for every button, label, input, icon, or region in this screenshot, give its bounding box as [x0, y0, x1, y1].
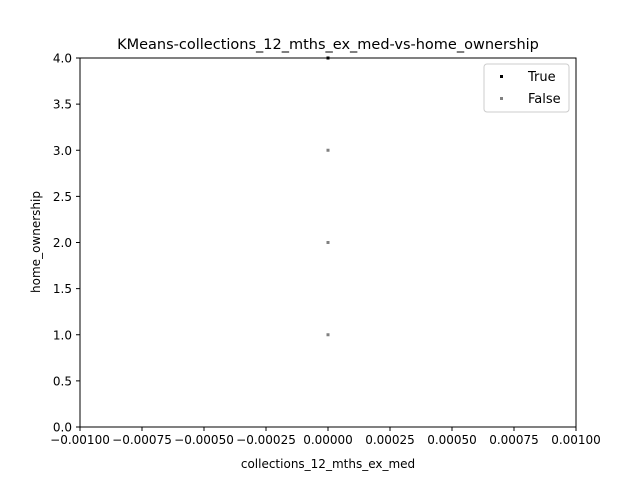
y-tick-label-2: 1.0	[53, 328, 72, 342]
x-tick-label-6: 0.00050	[427, 433, 477, 447]
x-tick-label-3: −0.00025	[236, 433, 296, 447]
y-tick-label-8: 4.0	[53, 52, 72, 66]
x-tick-label-8: 0.00100	[551, 433, 601, 447]
legend-label-false: False	[528, 92, 561, 107]
y-axis-label: home_ownership	[29, 191, 43, 293]
legend-box	[483, 63, 570, 113]
x-tick-label-5: 0.00025	[365, 433, 415, 447]
data-point-false-1	[326, 241, 330, 244]
legend-marker-true	[500, 75, 503, 78]
x-tick-label-0: −0.00100	[50, 433, 110, 447]
y-tick-label-5: 2.5	[53, 190, 72, 204]
x-tick-label-2: −0.00050	[174, 433, 234, 447]
x-tick-label-7: 0.00075	[489, 433, 539, 447]
x-tick-label-4: 0.00000	[303, 433, 353, 447]
data-point-false-0	[326, 333, 330, 337]
x-tick-label-1: −0.00075	[112, 433, 172, 447]
data-point-false-2	[326, 148, 330, 152]
legend: True False	[483, 63, 570, 113]
y-tick-label-0: 0.0	[53, 421, 72, 435]
y-tick-label-7: 3.5	[53, 98, 72, 112]
chart-title: KMeans-collections_12_mths_ex_med-vs-hom…	[117, 37, 539, 53]
axes: −0.00100 −0.00075 −0.00050 −0.00025 0.00000 0…	[50, 52, 601, 448]
y-tick-label-3: 1.5	[53, 282, 72, 296]
legend-marker-false	[500, 97, 503, 100]
y-tick-label-4: 2.0	[53, 236, 72, 250]
y-tick-label-6: 3.0	[53, 144, 72, 158]
legend-label-true: True	[527, 70, 556, 85]
y-tick-label-1: 0.5	[53, 374, 72, 388]
x-axis-label: collections_12_mths_ex_med	[241, 457, 415, 471]
